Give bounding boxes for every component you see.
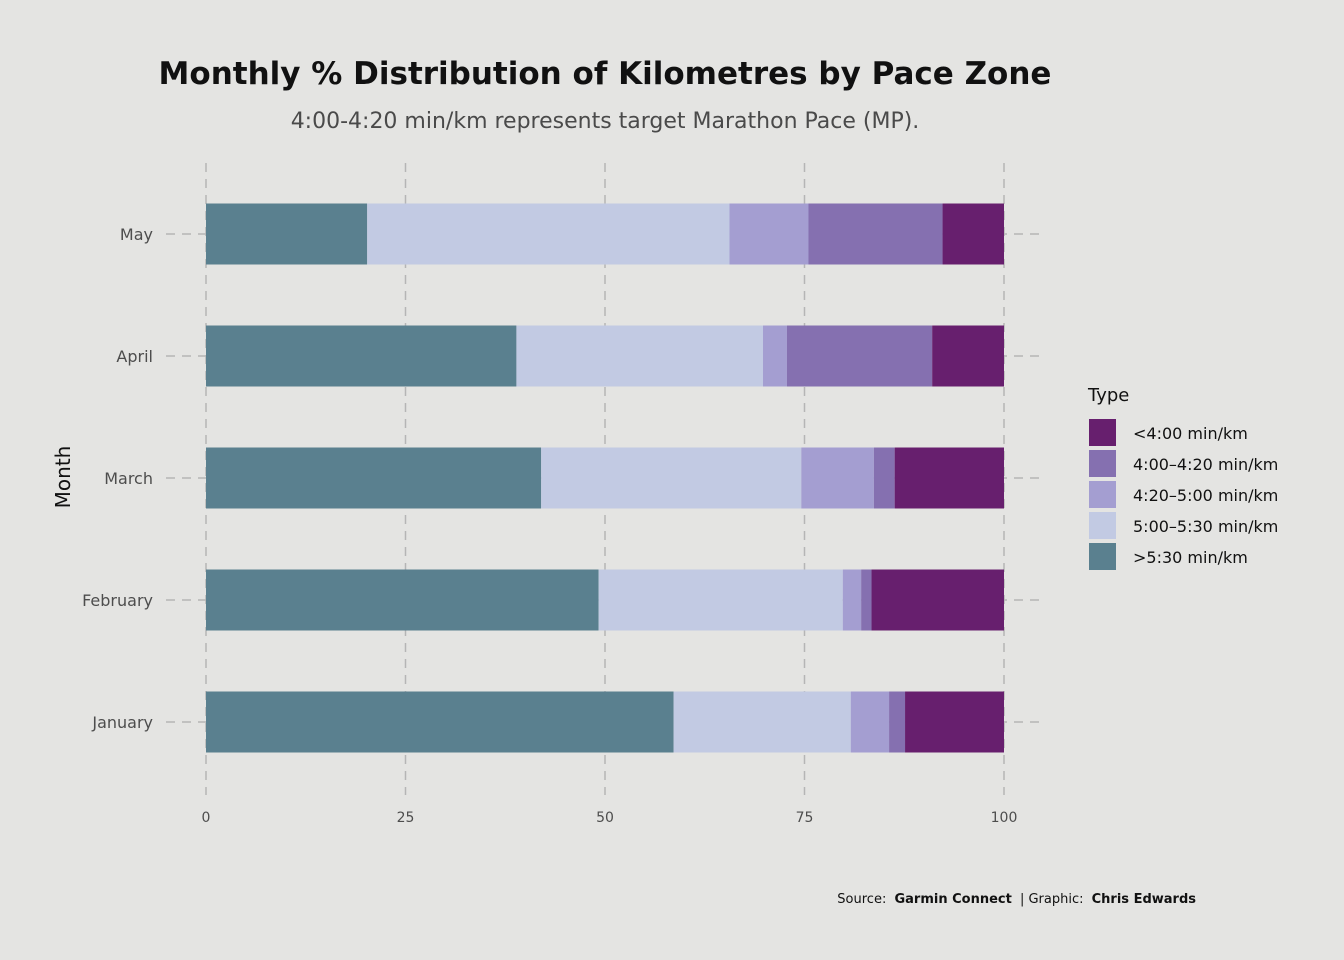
category-label: March	[104, 469, 153, 488]
category-label: May	[120, 225, 153, 244]
bar-april-series-1	[516, 325, 764, 387]
bar-may-series-2	[729, 203, 809, 265]
x-tick-label: 50	[596, 810, 614, 826]
bar-february-series-1	[598, 569, 843, 631]
x-tick-label: 25	[397, 810, 415, 826]
bar-february-series-3	[861, 569, 872, 631]
legend-label: 4:00–4:20 min/km	[1133, 455, 1278, 474]
bar-march-series-1	[541, 447, 802, 509]
bar-april-series-4	[932, 325, 1004, 387]
y-axis-title: Month	[51, 446, 75, 509]
bar-march-series-2	[801, 447, 874, 509]
x-tick-label: 75	[796, 810, 814, 826]
bar-february-series-0	[206, 569, 599, 631]
bar-may-series-0	[206, 203, 368, 265]
bar-february-series-4	[871, 569, 1004, 631]
bars	[206, 203, 1004, 753]
legend-swatch	[1089, 450, 1116, 477]
legend-swatch	[1089, 419, 1116, 446]
bar-january-series-1	[673, 691, 851, 753]
bar-january-series-2	[850, 691, 890, 753]
legend-label: <4:00 min/km	[1133, 424, 1248, 443]
caption-separator: | Graphic:	[1020, 892, 1084, 907]
caption: Source: Garmin Connect | Graphic: Chris …	[837, 892, 1196, 907]
legend: Type <4:00 min/km 4:00–4:20 min/km 4:20–5:…	[1087, 385, 1278, 570]
caption-author: Chris Edwards	[1092, 892, 1197, 907]
bar-march-series-0	[206, 447, 542, 509]
category-label: April	[116, 347, 153, 366]
bar-may-series-3	[808, 203, 943, 265]
legend-label: 4:20–5:00 min/km	[1133, 486, 1278, 505]
legend-label: 5:00–5:30 min/km	[1133, 517, 1278, 536]
legend-swatch	[1089, 481, 1116, 508]
category-label: January	[91, 713, 153, 732]
bar-february-series-2	[842, 569, 862, 631]
bar-january-series-0	[206, 691, 674, 753]
y-axis-labels: January February March April May	[82, 225, 153, 732]
legend-swatch	[1089, 543, 1116, 570]
caption-source-prefix: Source:	[837, 892, 886, 907]
bar-april-series-2	[763, 325, 787, 387]
bar-january-series-3	[889, 691, 906, 753]
bar-may-series-4	[942, 203, 1004, 265]
caption-source-name: Garmin Connect	[894, 892, 1011, 907]
legend-label: >5:30 min/km	[1133, 548, 1248, 567]
chart-subtitle: 4:00-4:20 min/km represents target Marat…	[291, 109, 920, 134]
bar-january-series-4	[905, 691, 1004, 753]
x-tick-label: 0	[202, 810, 211, 826]
legend-title: Type	[1087, 385, 1129, 406]
x-tick-label: 100	[991, 810, 1018, 826]
bar-march-series-3	[873, 447, 895, 509]
legend-swatch	[1089, 512, 1116, 539]
bar-march-series-4	[894, 447, 1004, 509]
bar-april-series-0	[206, 325, 517, 387]
x-axis-labels: 0 25 50 75 100	[202, 810, 1018, 826]
category-label: February	[82, 591, 153, 610]
chart-title: Monthly % Distribution of Kilometres by …	[159, 56, 1052, 92]
bar-april-series-3	[786, 325, 933, 387]
bar-may-series-1	[367, 203, 730, 265]
